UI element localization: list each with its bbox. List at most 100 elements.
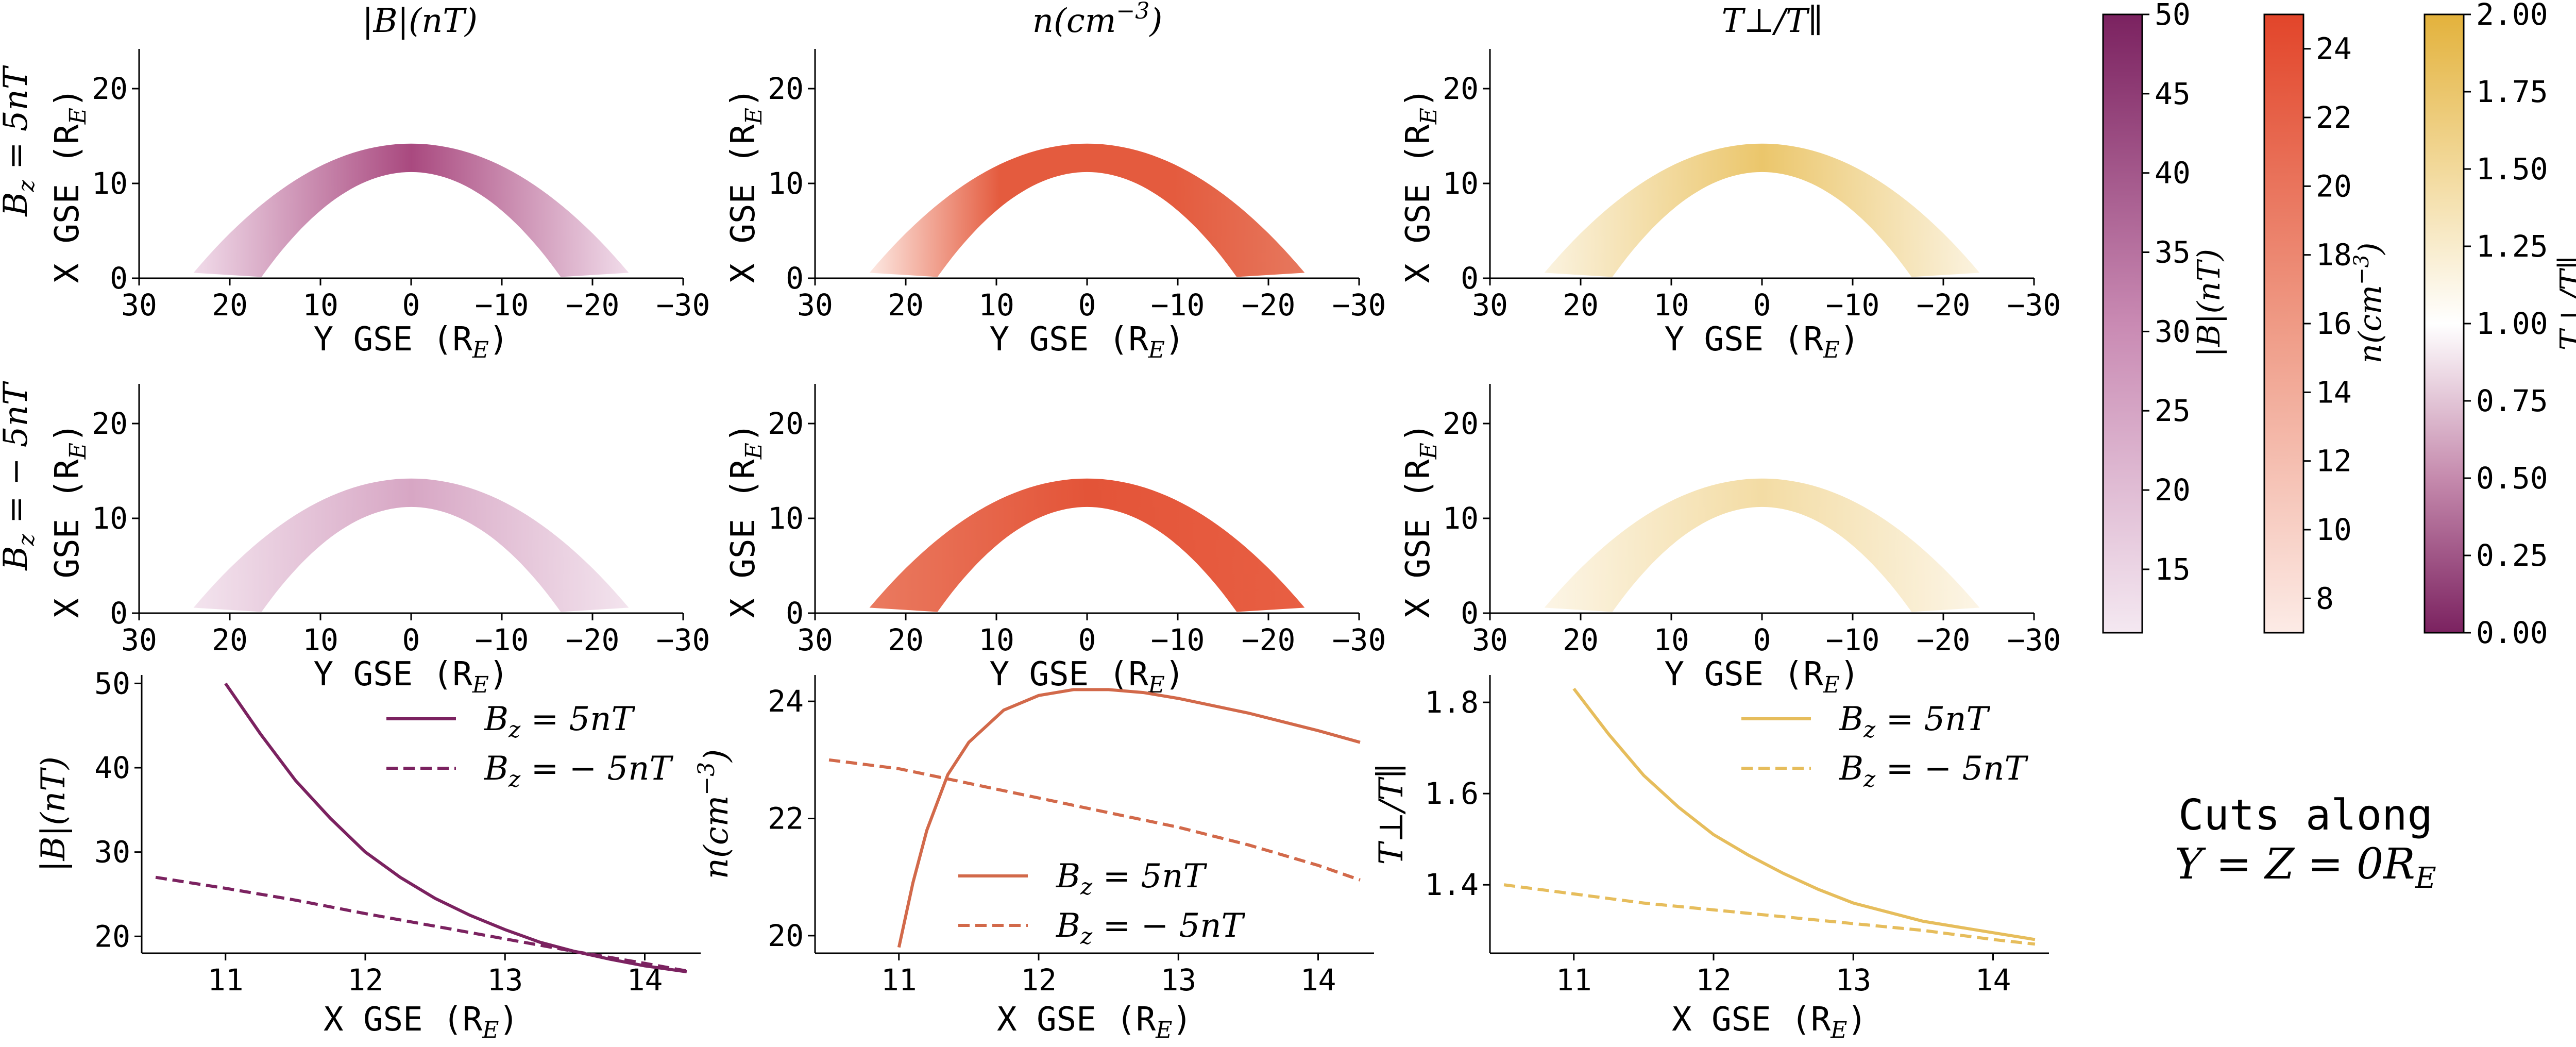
- y-tick-label: 20: [768, 918, 804, 953]
- colorbar-tick-label: 12: [2316, 444, 2352, 479]
- colorbar-tick-label: 40: [2155, 156, 2191, 191]
- y-tick-label: 22: [768, 801, 804, 836]
- colorbar-tick-label: 50: [2155, 0, 2191, 32]
- colorbar-tick-label: 15: [2155, 552, 2191, 587]
- y-tick-label: 20: [768, 71, 804, 106]
- series-bz-pos-line: [1572, 687, 2036, 941]
- line-plot-2: 11 12 13 14 1.4 1.6 1.8 X GSE (RE) T⊥/T∥ Bz = 5nT…: [1372, 675, 2049, 1043]
- legend-label: Bz = − 5nT: [1839, 750, 2028, 792]
- x-axis-label: X GSE (RE): [997, 1001, 1192, 1043]
- magnetosheath-arc: [1544, 143, 1980, 277]
- x-tick-label: 13: [487, 962, 523, 998]
- y-axis-label: n(cm−3): [693, 749, 736, 880]
- x-tick-label: 10: [1653, 288, 1689, 323]
- x-tick-label: 0: [402, 622, 420, 657]
- x-tick-label: 30: [1472, 288, 1508, 323]
- series-bz-neg-line: [828, 758, 1361, 882]
- x-tick-label: −10: [1826, 288, 1880, 323]
- x-tick-label: −20: [1242, 288, 1296, 323]
- cuts-text-line1: Cuts along: [2178, 791, 2433, 840]
- x-tick-label: 11: [881, 962, 917, 998]
- x-tick-label: 0: [1078, 622, 1096, 657]
- x-axis-label: X GSE (RE): [324, 1001, 519, 1043]
- x-axis-label: X GSE (RE): [1672, 1001, 1867, 1043]
- x-tick-label: 20: [1563, 288, 1599, 323]
- colorbar-0: 15 20 25 30 35 40 45 50 |B|(nT): [2102, 0, 2227, 634]
- y-tick-label: 10: [92, 501, 128, 536]
- colorbar-tick-label: 0.25: [2476, 538, 2548, 573]
- colorbar-gradient: [2102, 13, 2143, 634]
- x-tick-label: 11: [1556, 962, 1592, 998]
- y-axis-label: X GSE (RE): [1399, 423, 1442, 618]
- y-tick-label: 20: [768, 406, 804, 441]
- x-tick-label: 30: [797, 622, 833, 657]
- y-axis-label: X GSE (RE): [48, 88, 91, 283]
- colorbar-gradient: [2424, 13, 2465, 634]
- y-axis-label: T⊥/T∥: [1372, 764, 1411, 865]
- x-tick-label: 30: [1472, 622, 1508, 657]
- x-axis-label: Y GSE (RE): [1665, 655, 1860, 698]
- x-axis-label: Y GSE (RE): [314, 655, 509, 698]
- x-axis-label: Y GSE (RE): [314, 320, 509, 363]
- map-panel-r1-c2: 0 10 20 30 20 10 0 −10 −20 −30 Y GSE (RE) X GSE (RE…: [1399, 384, 2061, 698]
- map-panel-r0-c0: 0 10 20 30 20 10 0 −10 −20 −30 Y GSE (RE) X GSE (RE…: [48, 49, 710, 363]
- x-tick-label: −10: [1151, 288, 1205, 323]
- y-tick-label: 10: [768, 501, 804, 536]
- x-tick-label: −30: [2007, 622, 2061, 657]
- y-tick-label: 20: [92, 406, 128, 441]
- x-tick-label: 12: [1696, 962, 1732, 998]
- x-tick-label: 20: [1563, 622, 1599, 657]
- legend-label: Bz = − 5nT: [1056, 907, 1245, 950]
- x-tick-label: 13: [1160, 962, 1196, 998]
- colorbar-label: n(cm−3): [2350, 243, 2388, 364]
- x-tick-label: 10: [302, 288, 338, 323]
- x-tick-label: 20: [888, 622, 924, 657]
- y-tick-label: 20: [94, 919, 130, 954]
- legend-label: Bz = 5nT: [1056, 857, 1207, 900]
- colorbar-tick-label: 0.75: [2476, 383, 2548, 418]
- colorbar-tick-label: 8: [2316, 581, 2334, 616]
- y-tick-label: 0: [786, 261, 804, 296]
- colorbar-tick-label: 45: [2155, 76, 2191, 111]
- y-tick-label: 10: [1443, 166, 1479, 201]
- x-axis-label: Y GSE (RE): [990, 320, 1185, 363]
- legend-label: Bz = 5nT: [484, 700, 635, 743]
- x-tick-label: 0: [402, 288, 420, 323]
- y-tick-label: 20: [92, 71, 128, 106]
- x-tick-label: 10: [978, 622, 1014, 657]
- x-tick-label: 14: [1975, 962, 2011, 998]
- y-tick-label: 10: [1443, 501, 1479, 536]
- y-tick-label: 0: [1461, 261, 1479, 296]
- colorbar-tick-label: 18: [2316, 238, 2352, 273]
- x-tick-label: 13: [1835, 962, 1871, 998]
- x-tick-label: −30: [1332, 622, 1386, 657]
- colorbar-tick-label: 20: [2316, 168, 2352, 204]
- y-tick-label: 0: [110, 596, 128, 631]
- map-panel-r0-c1: 0 10 20 30 20 10 0 −10 −20 −30 Y GSE (RE) X GSE (RE…: [724, 49, 1386, 363]
- x-tick-label: −20: [566, 622, 620, 657]
- x-tick-label: 20: [212, 622, 248, 657]
- series-bz-neg-line: [155, 875, 687, 973]
- map-panels: 0 10 20 30 20 10 0 −10 −20 −30 Y GSE (RE) X GSE (RE…: [48, 49, 2061, 698]
- x-tick-label: 20: [212, 288, 248, 323]
- map-panel-r0-c2: 0 10 20 30 20 10 0 −10 −20 −30 Y GSE (RE) X GSE (RE…: [1399, 49, 2061, 363]
- y-tick-label: 30: [94, 835, 130, 870]
- colorbar-tick-label: 1.25: [2476, 229, 2548, 264]
- x-tick-label: −20: [1242, 622, 1296, 657]
- y-tick-label: 40: [94, 750, 130, 785]
- magnetosheath-arc: [869, 478, 1305, 612]
- x-tick-label: −30: [1332, 288, 1386, 323]
- y-tick-label: 1.4: [1425, 867, 1479, 902]
- y-tick-label: 50: [94, 666, 130, 701]
- colorbar-tick-label: 1.75: [2476, 74, 2548, 109]
- colorbar-tick-label: 30: [2155, 314, 2191, 349]
- col-title-B: |B|(nT): [362, 2, 478, 40]
- x-tick-label: −10: [475, 622, 529, 657]
- row-label-bz-pos: Bz = 5nT: [0, 65, 40, 216]
- y-axis-label: X GSE (RE): [1399, 88, 1442, 283]
- colorbar-tick-label: 35: [2155, 235, 2191, 270]
- colorbar-tick-label: 24: [2316, 31, 2352, 66]
- y-tick-label: 24: [768, 684, 804, 719]
